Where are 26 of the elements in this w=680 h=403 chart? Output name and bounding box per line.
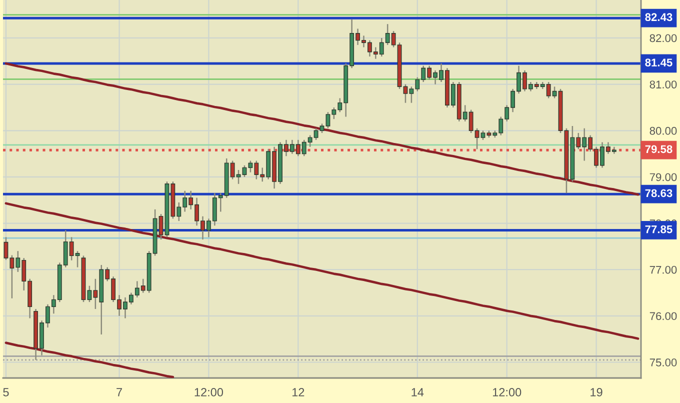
line-series [4, 62, 640, 196]
candlestick [242, 164, 247, 178]
candlestick [320, 123, 324, 134]
line-series [4, 202, 640, 340]
ref-line-label: 77.85 [645, 225, 672, 234]
x-tick-label: 14 [412, 388, 424, 396]
line-series [4, 342, 174, 378]
ref-line-label: 78.63 [645, 189, 672, 198]
y-tick-label: 82.00 [650, 34, 677, 42]
ref-line-label: 82.43 [645, 13, 672, 22]
y-tick-label: 76.00 [650, 312, 677, 320]
y-tick-label: 75.00 [650, 358, 677, 366]
candlestick [480, 130, 486, 141]
x-tick-label: 7 [116, 388, 122, 396]
x-tick-label: 19 [590, 388, 602, 396]
y-tick-label: 79.00 [650, 173, 677, 182]
x-tick-label: 12:00 [194, 388, 224, 396]
candlestick [158, 213, 164, 240]
x-tick-label: 12:00 [492, 388, 522, 396]
x-tick-label: 5 [3, 388, 9, 396]
y-tick-label: 77.00 [650, 266, 677, 274]
ref-line-label: 79.58 [645, 145, 672, 154]
ref-line-label: 81.45 [645, 58, 672, 66]
x-tick-label: 12 [292, 388, 304, 396]
y-tick-label: 80.00 [650, 126, 677, 135]
y-tick-label: 81.00 [650, 80, 677, 88]
